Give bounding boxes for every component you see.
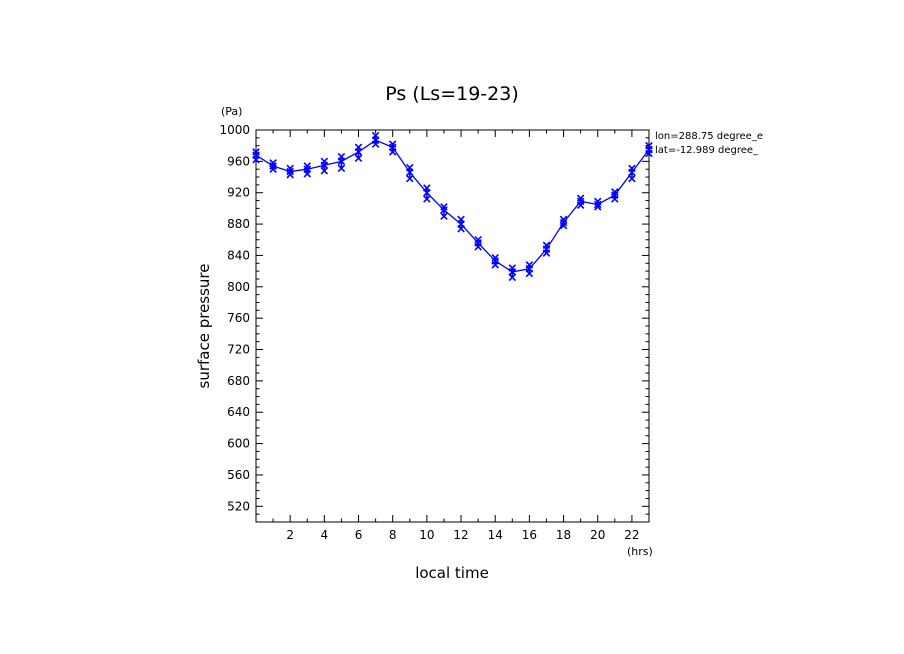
y-tick-label: 800 (227, 280, 250, 294)
data-point (491, 254, 499, 269)
x-tick-label: 16 (522, 528, 537, 542)
y-tick-label: 600 (227, 437, 250, 451)
y-tick-label: 640 (227, 405, 250, 419)
data-point (457, 215, 465, 233)
x-tick-label: 20 (590, 528, 605, 542)
y-tick-label: 880 (227, 217, 250, 231)
x-marker (423, 184, 431, 192)
y-unit-label: (Pa) (221, 105, 242, 118)
data-point (628, 164, 636, 183)
data-point (508, 264, 517, 282)
data-point (593, 197, 602, 211)
x-tick-label: 14 (488, 528, 503, 542)
data-point (525, 261, 534, 278)
data-point (542, 241, 551, 257)
data-point (576, 194, 585, 210)
y-tick-label: 1000 (219, 123, 250, 137)
y-tick-label: 560 (227, 468, 250, 482)
y-tick-label: 720 (227, 343, 250, 357)
y-tick-label: 520 (227, 499, 250, 513)
data-point (371, 131, 380, 148)
annotation-lon: lon=288.75 degree_e (655, 131, 763, 142)
chart-title: Ps (Ls=19-23) (385, 83, 519, 105)
data-point (320, 157, 329, 175)
data-point (440, 203, 448, 221)
series-line (255, 139, 650, 273)
data-point (303, 162, 312, 178)
x-axis-title: local time (415, 564, 489, 582)
x-tick-label: 8 (389, 528, 397, 542)
x-unit-label: (hrs) (627, 545, 653, 558)
x-tick-label: 10 (419, 528, 434, 542)
plot-frame (255, 129, 650, 523)
data-point (406, 163, 414, 183)
data-point (388, 140, 397, 156)
x-tick-label: 22 (624, 528, 639, 542)
data-point (559, 215, 568, 230)
x-tick-label: 2 (286, 528, 294, 542)
axis-ticks (255, 129, 650, 523)
data-point (354, 143, 363, 162)
data-point (423, 184, 431, 203)
x-tick-label: 4 (321, 528, 329, 542)
y-tick-label: 760 (227, 311, 250, 325)
data-point (252, 148, 260, 164)
x-tick-label: 12 (453, 528, 468, 542)
annotation-lat: lat=-12.989 degree_ (655, 145, 759, 156)
y-tick-label: 920 (227, 186, 250, 200)
y-tick-label: 680 (227, 374, 250, 388)
y-tick-label: 840 (227, 248, 250, 262)
x-tick-label: 18 (556, 528, 571, 542)
data-point (474, 235, 482, 251)
tick-labels: 2 4 6 8 10 12 14 16 18 20 22 520 560 600 640 680 720 760 8… (219, 123, 639, 542)
y-tick-label: 960 (227, 154, 250, 168)
y-axis-title: surface pressure (195, 264, 213, 389)
data-point (337, 152, 346, 173)
data-point (611, 188, 619, 203)
data-series (252, 131, 653, 282)
data-point (286, 164, 294, 179)
x-tick-label: 6 (355, 528, 363, 542)
data-point (645, 141, 653, 158)
data-point (269, 159, 277, 173)
